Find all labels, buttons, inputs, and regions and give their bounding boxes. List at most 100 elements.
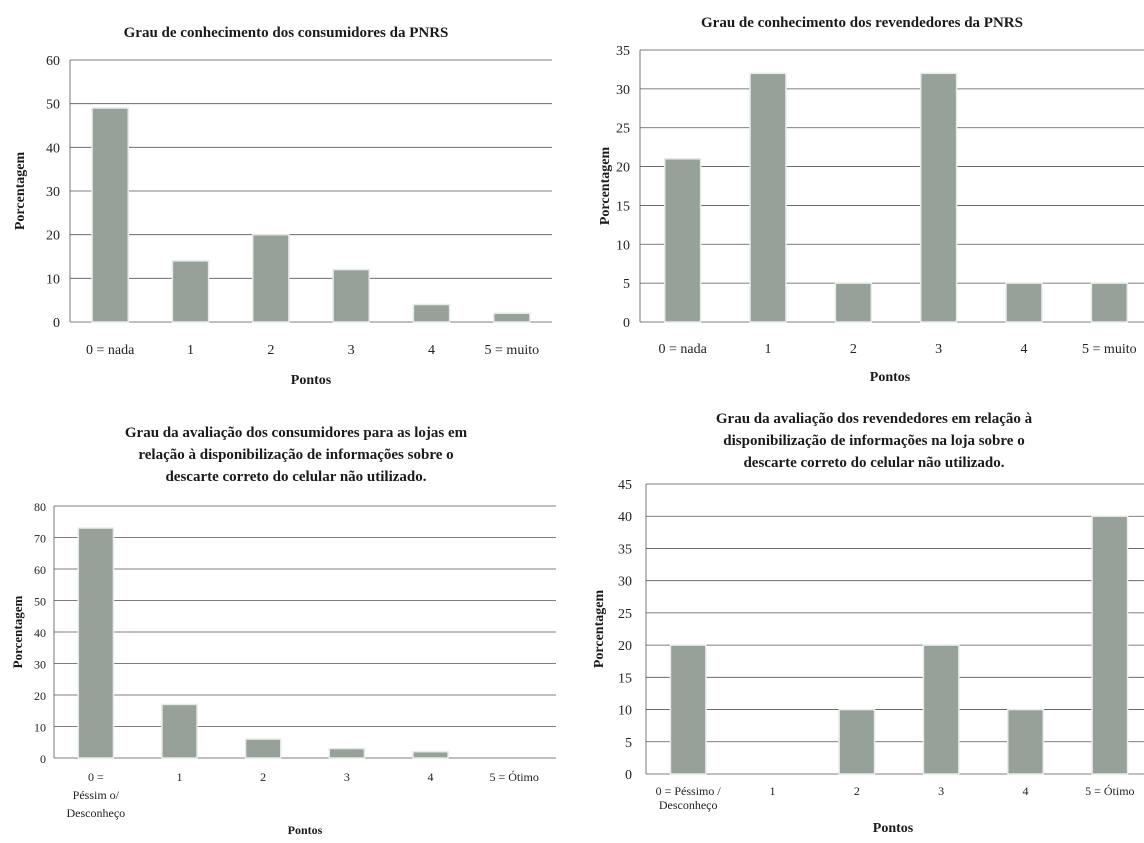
bar (412, 750, 449, 759)
chart-title: descarte correto do celular não utilizad… (165, 469, 426, 485)
bar (493, 312, 531, 323)
y-tick-label: 35 (616, 44, 630, 59)
y-tick-label: 10 (34, 721, 46, 735)
y-tick-label: 30 (616, 83, 630, 98)
x-tick-label: 1 (765, 342, 772, 357)
y-tick-label: 80 (34, 500, 46, 514)
chart-title: Grau da avaliação dos revendedores em re… (716, 411, 1033, 427)
y-tick-label: 20 (46, 229, 60, 244)
y-axis-title: Porcentagem (10, 595, 25, 668)
y-tick-label: 30 (46, 185, 60, 200)
bar (922, 644, 960, 775)
x-axis-title: Pontos (291, 373, 332, 388)
y-tick-label: 10 (616, 238, 630, 253)
chart-title: Grau da avaliação dos consumidores para … (125, 425, 468, 441)
bar (1007, 708, 1044, 775)
x-tick-label: 3 (344, 770, 350, 784)
y-axis-title: Porcentagem (13, 152, 28, 231)
y-tick-label: 0 (625, 768, 632, 783)
y-tick-label: 35 (618, 542, 632, 557)
bar (91, 107, 129, 323)
x-axis-title: Pontos (873, 821, 914, 836)
chart-4: Grau da avaliação dos revendedores em re… (592, 411, 1144, 836)
bar (669, 644, 707, 775)
bar (749, 72, 787, 323)
y-tick-label: 15 (616, 199, 630, 214)
y-tick-label: 70 (34, 532, 46, 546)
x-tick-label: 2 (854, 784, 860, 798)
x-tick-label: 2 (267, 343, 274, 358)
y-tick-label: 40 (34, 626, 46, 640)
bar (171, 260, 210, 323)
x-tick-label: 0 = nada (86, 343, 135, 358)
y-tick-label: 5 (623, 277, 630, 292)
x-tick-label: 3 (935, 342, 942, 357)
y-tick-label: 30 (34, 658, 46, 672)
x-tick-label: 2 (850, 342, 857, 357)
x-tick-label: 4 (428, 343, 435, 358)
x-tick-label: Desconheço (659, 798, 718, 812)
bar (838, 708, 876, 775)
y-tick-label: 5 (625, 736, 632, 751)
bar (663, 158, 702, 323)
x-tick-label: 2 (260, 770, 266, 784)
x-tick-label: 5 = muito (1082, 342, 1137, 357)
x-tick-label: 1 (770, 784, 776, 798)
bar (161, 703, 198, 759)
x-axis-title: Pontos (288, 823, 323, 837)
x-tick-label: 3 (348, 343, 355, 358)
bar (919, 72, 958, 323)
x-tick-label: 3 (938, 784, 944, 798)
y-tick-label: 60 (34, 563, 46, 577)
y-tick-label: 25 (618, 607, 632, 622)
chart-2: Grau de conhecimento dos revendedores da… (598, 15, 1144, 385)
x-tick-label: 0 = (88, 770, 104, 784)
bar (252, 233, 290, 323)
y-axis-title: Porcentagem (592, 590, 607, 669)
y-tick-label: 15 (618, 671, 632, 686)
y-tick-label: 20 (34, 689, 46, 703)
x-tick-label: 5 = Ótimo (489, 770, 538, 784)
bar (1091, 515, 1129, 775)
x-tick-label: 1 (177, 770, 183, 784)
y-tick-label: 0 (53, 316, 60, 331)
x-tick-label: 5 = Ótimo (1085, 784, 1134, 798)
y-axis-title: Porcentagem (598, 147, 613, 226)
y-tick-label: 0 (40, 752, 46, 766)
bar (328, 747, 366, 759)
bar (412, 303, 451, 323)
chart-title: Grau de conhecimento dos revendedores da… (701, 15, 1023, 31)
x-tick-label: 1 (187, 343, 194, 358)
y-tick-label: 0 (623, 316, 630, 331)
x-tick-label: 4 (1023, 784, 1029, 798)
chart-title: descarte correto do celular não utilizad… (743, 455, 1004, 471)
y-tick-label: 25 (616, 122, 630, 137)
chart-title: Grau de conhecimento dos consumidores da… (124, 25, 449, 41)
y-tick-label: 40 (46, 141, 60, 156)
x-tick-label: Péssim o/ (73, 788, 120, 802)
y-tick-label: 50 (46, 98, 60, 113)
x-tick-label: 5 = muito (485, 343, 540, 358)
x-tick-label: 4 (428, 770, 434, 784)
y-tick-label: 50 (34, 595, 46, 609)
x-axis-title: Pontos (870, 370, 911, 385)
bar (834, 282, 873, 323)
x-tick-label: 0 = Péssimo / (656, 784, 722, 798)
x-tick-label: 4 (1021, 342, 1028, 357)
bar (1005, 282, 1043, 323)
chart-3: Grau da avaliação dos consumidores para … (10, 425, 556, 837)
y-tick-label: 20 (616, 161, 630, 176)
chart-title: disponibilização de informações na loja … (723, 433, 1024, 449)
bar (1090, 282, 1129, 323)
y-tick-label: 60 (46, 54, 60, 69)
y-tick-label: 10 (618, 704, 632, 719)
x-tick-label: Desconheço (67, 806, 126, 820)
y-tick-label: 10 (46, 272, 60, 287)
chart-1: Grau de conhecimento dos consumidores da… (13, 25, 552, 388)
chart-title: relação à disponibilização de informaçõe… (138, 447, 453, 463)
y-tick-label: 30 (618, 575, 632, 590)
bar (77, 527, 115, 759)
y-tick-label: 20 (618, 639, 632, 654)
bar (244, 738, 282, 759)
